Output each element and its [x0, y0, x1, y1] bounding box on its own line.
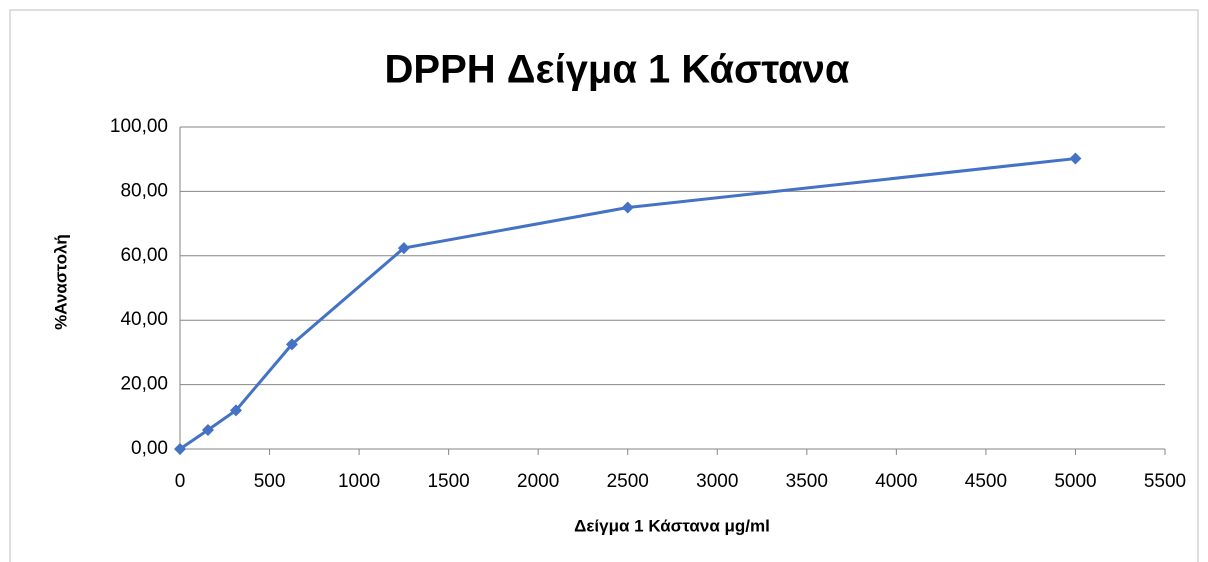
- marker: [174, 443, 186, 455]
- x-tick-label: 4000: [875, 471, 917, 492]
- y-tick-label: 0,00: [131, 438, 168, 459]
- marker: [285, 338, 298, 351]
- x-axis-label: Δείγμα 1 Κάστανα μg/ml: [574, 516, 770, 535]
- x-tick-label: 3000: [696, 471, 738, 492]
- x-tick-label: 0: [175, 471, 186, 492]
- y-tick-label: 80,00: [120, 180, 168, 201]
- y-tick-label: 40,00: [120, 309, 168, 330]
- y-tick-label: 100,00: [110, 116, 168, 137]
- y-tick-label: 20,00: [120, 374, 168, 395]
- x-tick-label: 5500: [1144, 471, 1186, 492]
- chart-title: DPPH Δείγμα 1 Κάστανα: [385, 48, 850, 92]
- x-tick-label: 5000: [1054, 471, 1096, 492]
- x-tick-label: 1500: [427, 471, 469, 492]
- marker: [1069, 152, 1082, 165]
- y-tick-label: 60,00: [120, 245, 168, 266]
- marker: [201, 424, 214, 437]
- x-tick-label: 2500: [607, 471, 649, 492]
- marker: [621, 201, 634, 214]
- x-tick-label: 500: [254, 471, 286, 492]
- x-tick-label: 1000: [338, 471, 380, 492]
- x-tick-label: 2000: [517, 471, 559, 492]
- x-tick-label: 3500: [786, 471, 828, 492]
- y-axis-label: %Αναστολή: [51, 234, 70, 330]
- marker: [229, 404, 242, 417]
- chart-frame: [9, 9, 1199, 562]
- x-tick-label: 4500: [965, 471, 1007, 492]
- marker: [397, 242, 410, 255]
